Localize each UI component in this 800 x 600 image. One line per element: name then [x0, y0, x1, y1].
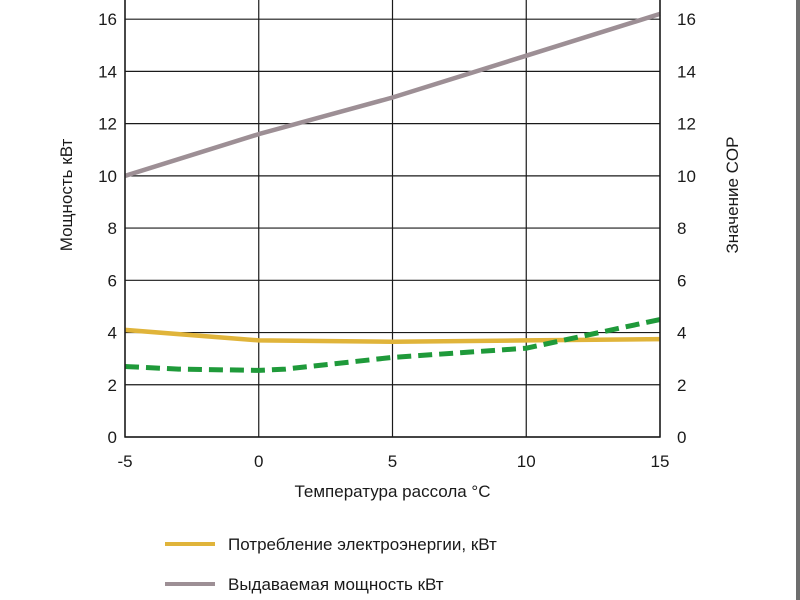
- x-axis-tick-labels: -5 0 5 10 15: [117, 452, 669, 471]
- x-tick-label: -5: [117, 452, 132, 471]
- chart-series: [124, 11, 661, 373]
- y2-tick-label: 14: [677, 62, 696, 81]
- series-line-cop: [124, 317, 661, 373]
- y-tick-label: 0: [108, 428, 117, 447]
- y2-tick-label: 10: [677, 167, 696, 186]
- y2-axis-title: Значение COP: [723, 137, 742, 254]
- y-tick-label: 4: [108, 324, 117, 343]
- y2-tick-label: 6: [677, 271, 686, 290]
- y-tick-label: 2: [108, 376, 117, 395]
- y2-tick-label: 0: [677, 428, 686, 447]
- y2-axis-tick-labels: 0 2 4 6 8 10 12 14 16: [677, 10, 696, 447]
- chart-legend: Потребление электроэнергии, кВт Выдаваем…: [165, 535, 497, 594]
- x-axis-title: Температура рассола °C: [294, 482, 490, 501]
- y-tick-label: 14: [98, 62, 117, 81]
- y2-tick-label: 4: [677, 324, 686, 343]
- y-tick-label: 12: [98, 115, 117, 134]
- y-axis-tick-labels: 0 2 4 6 8 10 12 14 16: [98, 10, 117, 447]
- series-line-output-power: [124, 11, 661, 179]
- legend-label-output-power: Выдаваемая мощность кВт: [228, 575, 444, 594]
- x-tick-label: 15: [651, 452, 670, 471]
- x-tick-label: 5: [388, 452, 397, 471]
- chart-grid: [124, 0, 661, 438]
- y2-tick-label: 8: [677, 219, 686, 238]
- y-axis-title: Мощность кВт: [57, 139, 76, 252]
- legend-label-power-consumption: Потребление электроэнергии, кВт: [228, 535, 497, 554]
- y2-tick-label: 12: [677, 115, 696, 134]
- frame-right-border: [796, 0, 800, 600]
- y-tick-label: 10: [98, 167, 117, 186]
- plot-area-border: [124, 0, 661, 438]
- y2-tick-label: 16: [677, 10, 696, 29]
- y-tick-label: 6: [108, 271, 117, 290]
- y-tick-label: 8: [108, 219, 117, 238]
- y-tick-label: 16: [98, 10, 117, 29]
- y2-tick-label: 2: [677, 376, 686, 395]
- x-tick-label: 0: [254, 452, 263, 471]
- x-tick-label: 10: [517, 452, 536, 471]
